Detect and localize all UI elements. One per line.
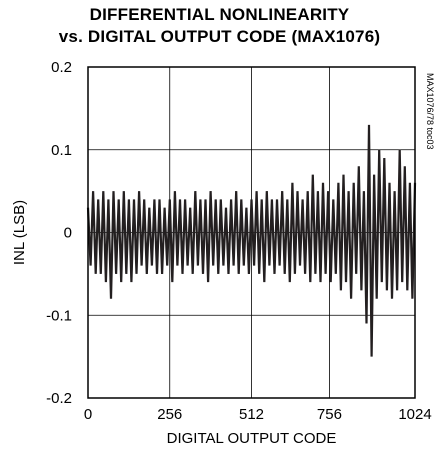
- y-tick-label: 0: [64, 225, 72, 242]
- x-tick-label: 756: [317, 406, 342, 423]
- x-tick-labels: 0 256 512 756 1024: [84, 406, 432, 423]
- y-tick-label: 0.2: [51, 59, 72, 76]
- y-axis-label: INL (LSB): [11, 200, 28, 265]
- plot-frame: [87, 66, 416, 399]
- x-tick-label: 0: [84, 406, 92, 423]
- x-axis-label: DIGITAL OUTPUT CODE: [167, 430, 337, 447]
- series-trace: [86, 124, 417, 357]
- y-tick-labels: 0.2 0.1 0 -0.1 -0.2: [46, 59, 72, 407]
- chart-title-line1: DIFFERENTIAL NONLINEARITY: [89, 5, 350, 24]
- x-tick-label: 1024: [398, 406, 431, 423]
- x-tick-label: 512: [239, 406, 264, 423]
- data-series-line: [86, 124, 417, 357]
- side-reference-label: MAX1076/78 toc03: [425, 73, 435, 150]
- x-tick-label: 256: [157, 406, 182, 423]
- y-tick-label: -0.2: [46, 390, 72, 407]
- y-tick-label: -0.1: [46, 307, 72, 324]
- chart-title-line2: vs. DIGITAL OUTPUT CODE (MAX1076): [58, 27, 381, 46]
- y-tick-label: 0.1: [51, 142, 72, 159]
